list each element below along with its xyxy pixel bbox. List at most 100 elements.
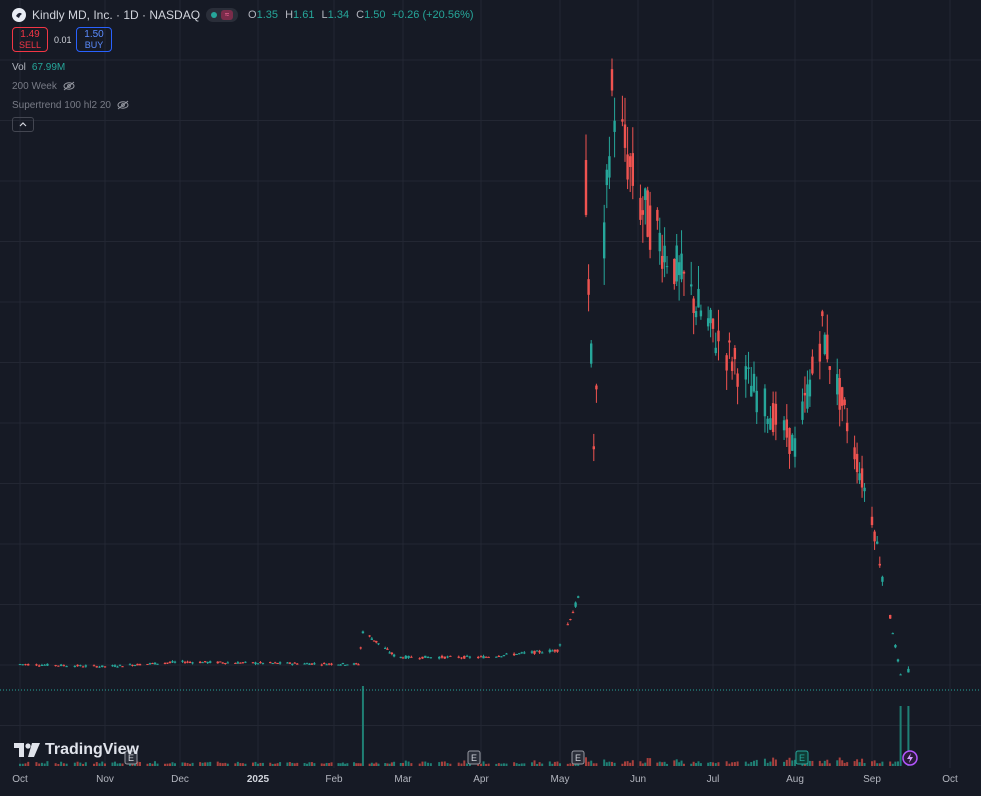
candle-body xyxy=(899,674,902,676)
candle-body xyxy=(224,662,227,664)
volume-bar xyxy=(608,761,611,766)
x-axis: Oct Nov Dec 2025 Feb Mar Apr May Jun Jul Aug Sep Oct xyxy=(12,774,958,785)
volume-bar xyxy=(736,761,739,766)
volume-bar xyxy=(226,763,229,766)
candle-body xyxy=(118,664,122,666)
candle-body xyxy=(482,656,485,659)
volume-bar xyxy=(603,759,606,766)
candle-body xyxy=(388,652,391,654)
market-status[interactable]: ≈ xyxy=(206,8,239,22)
candle-body xyxy=(535,650,539,652)
volume-bar xyxy=(639,761,642,766)
volume-bar xyxy=(116,763,119,766)
volume-bar xyxy=(169,763,171,766)
candle-body xyxy=(870,516,874,526)
volume-bar xyxy=(303,762,306,766)
candle-body xyxy=(680,253,683,280)
volume-bar xyxy=(695,763,698,766)
candle-body xyxy=(383,647,387,649)
candle-body xyxy=(553,649,557,652)
volume-bar xyxy=(274,763,277,766)
ma-indicator[interactable]: 200 Week xyxy=(12,79,474,93)
volume-bar xyxy=(661,762,664,766)
volume-bar xyxy=(520,763,523,766)
collapse-legend-button[interactable] xyxy=(12,117,34,132)
realtime-marker[interactable] xyxy=(902,750,918,766)
candle-body xyxy=(325,664,328,666)
volume-bar xyxy=(559,763,561,766)
candle-body xyxy=(821,311,824,317)
supertrend-indicator[interactable]: Supertrend 100 hl2 20 xyxy=(12,98,474,112)
candle-body xyxy=(709,309,712,324)
volume-bar xyxy=(407,761,410,766)
hidden-eye-icon[interactable] xyxy=(117,100,129,110)
candle-body xyxy=(259,662,262,664)
volume-bar xyxy=(201,762,204,766)
buy-button[interactable]: 1.50 BUY xyxy=(76,27,112,52)
symbol-title[interactable]: Kindly MD, Inc. · 1D · NASDAQ xyxy=(32,8,201,22)
volume-bar xyxy=(339,763,342,766)
candle-body xyxy=(426,657,430,659)
candle-body xyxy=(386,648,389,650)
x-tick-label: Feb xyxy=(325,774,343,785)
volume-bar xyxy=(518,763,521,766)
volume-bar xyxy=(856,759,859,766)
volume-bar xyxy=(675,759,678,766)
vol-value: 67.99M xyxy=(31,61,66,73)
x-tick-label: Aug xyxy=(786,774,804,785)
volume-bar xyxy=(631,760,634,766)
sell-button[interactable]: 1.49 SELL xyxy=(12,27,48,52)
candle-body xyxy=(755,390,758,413)
candle-body xyxy=(43,664,46,666)
candle-body xyxy=(769,418,772,430)
candle-body xyxy=(27,664,30,666)
candle-body xyxy=(156,663,159,665)
candle-body xyxy=(146,663,149,665)
candle-body xyxy=(337,664,340,666)
volume-bar xyxy=(641,763,644,766)
candle-body xyxy=(806,384,809,409)
volume-bar xyxy=(497,763,500,766)
volume-bar xyxy=(794,759,796,766)
volume-bar xyxy=(709,761,712,766)
volume-bar xyxy=(769,761,772,766)
volume-indicator[interactable]: Vol 67.99M xyxy=(12,60,474,74)
volume-bar xyxy=(755,759,758,766)
earnings-marker: E xyxy=(467,750,481,765)
candle-body xyxy=(203,661,207,663)
candle-body xyxy=(191,662,194,664)
candle-body xyxy=(401,657,405,659)
volume-bar xyxy=(236,761,239,766)
hidden-eye-icon[interactable] xyxy=(63,81,75,91)
candle-body xyxy=(65,666,68,668)
candle-body xyxy=(76,664,79,667)
volume-bar xyxy=(863,763,866,766)
candle-body xyxy=(793,438,797,457)
candle-body xyxy=(487,656,490,658)
candle-body xyxy=(853,447,856,460)
volume-bar xyxy=(384,763,387,766)
volume-bar xyxy=(566,763,569,766)
candle-body xyxy=(495,656,498,658)
legend: Kindly MD, Inc. · 1D · NASDAQ ≈ O1.35 H1… xyxy=(12,6,474,112)
volume-bar xyxy=(605,762,608,766)
candle-body xyxy=(782,420,786,431)
volume-bar xyxy=(624,761,626,766)
candle-body xyxy=(288,662,292,664)
tradingview-watermark[interactable]: TradingView xyxy=(14,741,139,759)
volume-bar xyxy=(377,763,380,766)
candle-body xyxy=(610,69,614,91)
candle-body xyxy=(828,366,831,370)
candle-body xyxy=(747,367,750,369)
candle-body xyxy=(293,662,296,664)
candle-body xyxy=(181,660,184,662)
candle-body xyxy=(449,655,452,657)
volume-bar xyxy=(569,763,572,766)
volume-bar xyxy=(907,706,910,766)
volume-bar xyxy=(843,762,846,766)
candle-body xyxy=(660,255,664,269)
volume-bar xyxy=(449,763,452,766)
